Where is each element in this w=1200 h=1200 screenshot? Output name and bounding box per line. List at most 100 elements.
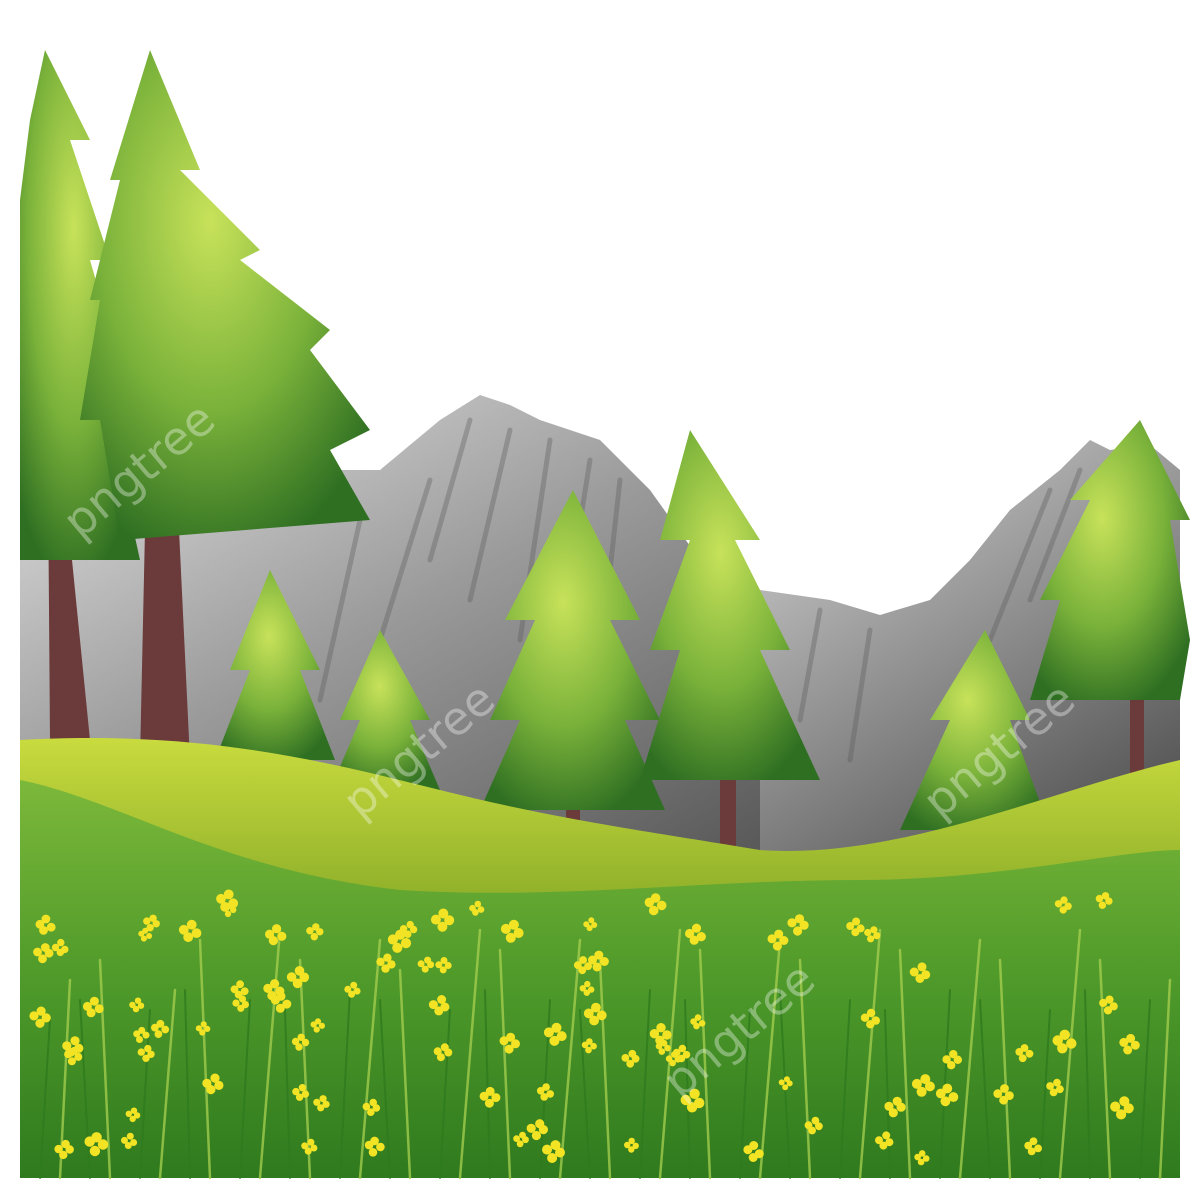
flower — [500, 919, 524, 943]
flower — [292, 1084, 310, 1101]
flower — [137, 1044, 155, 1063]
flower — [230, 980, 249, 999]
flower — [51, 938, 69, 957]
flower — [417, 956, 435, 973]
tree-group-back — [215, 420, 1190, 870]
flower — [864, 926, 881, 943]
flower — [884, 1096, 906, 1118]
flower — [588, 950, 609, 972]
flower — [263, 979, 285, 1001]
flower — [1052, 1029, 1077, 1054]
flower — [202, 1073, 224, 1095]
flower — [993, 1084, 1014, 1105]
rolling-hill — [20, 738, 1180, 900]
flower — [479, 1086, 501, 1108]
flower — [62, 1036, 84, 1057]
flower — [121, 1132, 138, 1149]
flower — [787, 914, 809, 936]
flower — [536, 1083, 554, 1101]
pine-tree — [215, 570, 335, 760]
flower — [846, 917, 865, 937]
flower — [376, 953, 396, 973]
flower — [743, 1141, 764, 1162]
tall-tree — [80, 50, 370, 760]
flower — [1110, 1096, 1134, 1120]
flower — [909, 962, 931, 983]
flower — [306, 923, 324, 941]
flower — [1099, 995, 1118, 1015]
flower — [583, 1002, 607, 1026]
flower — [301, 1138, 318, 1155]
flower — [195, 1021, 211, 1036]
grass-blades — [39, 928, 1172, 1180]
flower — [35, 914, 56, 935]
flower — [526, 1119, 549, 1141]
flower — [655, 1039, 671, 1055]
pine-tree — [330, 630, 440, 790]
flower — [579, 980, 595, 996]
flower — [291, 1033, 310, 1051]
flower — [138, 927, 153, 942]
flower — [624, 1137, 639, 1153]
flower — [33, 943, 54, 964]
flower — [1095, 892, 1113, 909]
flower — [387, 929, 412, 953]
flower — [1015, 1044, 1034, 1063]
flower — [680, 1088, 705, 1113]
flower — [362, 1098, 381, 1116]
flower — [583, 917, 598, 932]
flower — [430, 908, 455, 932]
flower — [543, 1022, 567, 1046]
flower — [143, 914, 160, 932]
flower — [151, 1019, 170, 1038]
yellow-flowers — [29, 889, 1140, 1166]
flower — [542, 1140, 565, 1163]
flower — [1054, 896, 1072, 914]
tree-group-left — [20, 50, 370, 760]
flower — [29, 1006, 51, 1028]
flower — [399, 920, 418, 938]
flower — [1119, 1033, 1140, 1055]
flower — [1024, 1137, 1042, 1156]
flower — [690, 1014, 706, 1030]
flower — [942, 1050, 962, 1070]
flower — [513, 1131, 529, 1148]
flower — [178, 919, 202, 943]
flower — [428, 995, 450, 1016]
flower — [665, 1051, 682, 1067]
flower — [914, 1150, 930, 1166]
flower — [232, 995, 249, 1012]
flower — [129, 997, 145, 1013]
flower — [82, 996, 104, 1018]
flower — [875, 1131, 894, 1150]
flower — [685, 923, 706, 945]
flower — [469, 900, 485, 916]
flower — [84, 1132, 109, 1157]
flower — [573, 956, 592, 975]
pine-tree — [1030, 420, 1190, 780]
flower — [435, 957, 452, 974]
flower — [286, 966, 310, 989]
flower — [125, 1107, 141, 1123]
flower — [310, 1018, 325, 1033]
flower — [767, 929, 789, 951]
flower — [265, 924, 287, 946]
flower — [54, 1139, 74, 1160]
flower — [911, 1074, 935, 1097]
flower — [644, 893, 667, 916]
flower — [1046, 1078, 1064, 1097]
flower — [804, 1116, 823, 1135]
flower — [364, 1136, 385, 1157]
flower — [581, 1038, 597, 1054]
flower — [216, 889, 239, 912]
flower — [133, 1026, 150, 1043]
flower — [499, 1032, 520, 1054]
flower — [433, 1043, 453, 1062]
flower — [621, 1049, 640, 1068]
flower — [935, 1083, 959, 1107]
flower — [860, 1008, 880, 1029]
flower — [313, 1095, 330, 1112]
flower — [649, 1022, 672, 1046]
pine-tree — [900, 630, 1050, 830]
